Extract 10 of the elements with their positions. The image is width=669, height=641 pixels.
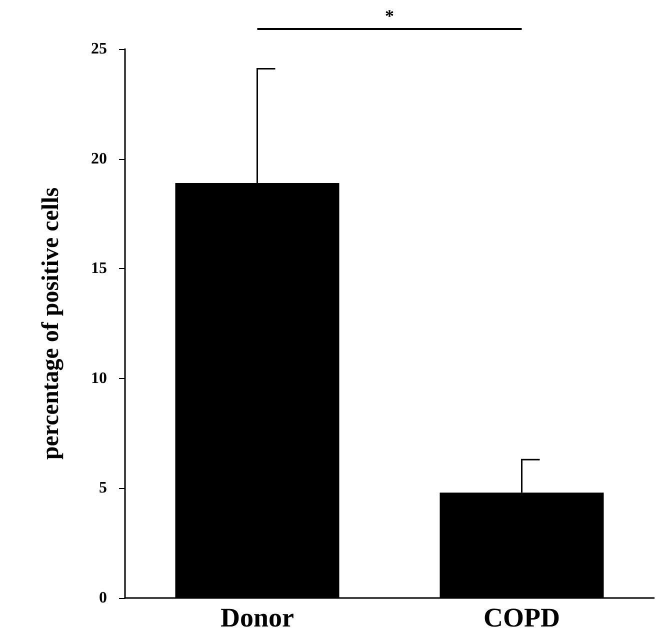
y-tick-label: 5 (99, 480, 107, 497)
y-tick-label: 0 (99, 590, 107, 606)
y-axis-title: percentage of positive cells (38, 187, 64, 460)
y-tick-label: 20 (91, 150, 107, 168)
y-tick-label: 10 (91, 370, 107, 387)
x-tick-label: COPD (484, 602, 560, 632)
x-tick-label: Donor (220, 602, 294, 632)
text: * (385, 6, 394, 26)
y-tick-label: 15 (91, 260, 107, 278)
y-tick-label: 25 (91, 40, 107, 58)
